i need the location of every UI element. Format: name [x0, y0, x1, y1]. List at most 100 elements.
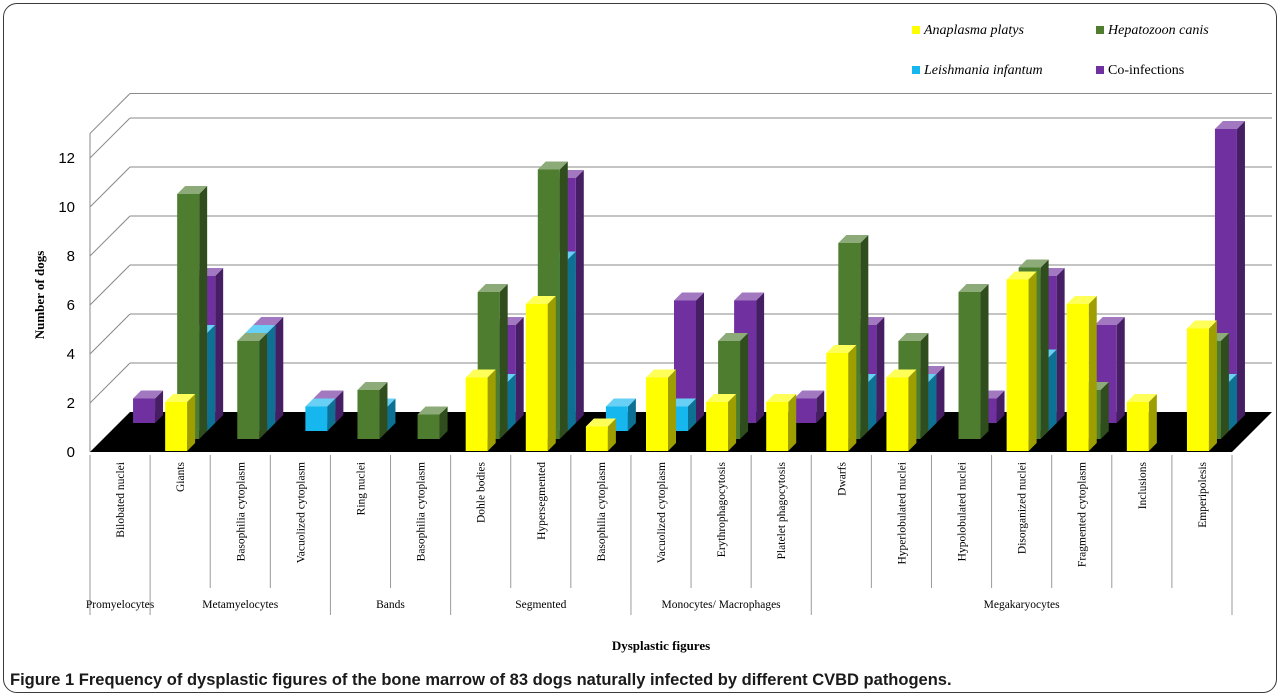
category-label: Vacuolized cytoplasm: [295, 462, 307, 563]
legend-label: Hepatozoon canis: [1107, 23, 1209, 38]
bar-side: [908, 369, 917, 451]
bar-front: [357, 390, 380, 439]
category-label: Erythrophagocytosis: [716, 461, 728, 557]
bar-side: [335, 390, 344, 423]
bar-side: [387, 398, 396, 431]
bar-top: [1066, 296, 1097, 304]
bar-top: [674, 292, 704, 301]
bar-top: [237, 333, 268, 341]
bar-anaplasma-platys-8: [585, 418, 616, 451]
category-label: Vacuolized cytoplasm: [656, 462, 668, 563]
bar-hepatozoon-canis-5: [417, 406, 448, 439]
bar-top: [165, 394, 196, 402]
bar-side: [740, 333, 749, 439]
category-label: Basophilia cytoplasm: [596, 462, 608, 561]
bar-top: [477, 284, 508, 292]
bar-top: [177, 186, 208, 194]
bar-hepatozoon-canis-4: [357, 382, 388, 439]
bar-side: [327, 398, 336, 431]
legend-swatch: [912, 26, 920, 34]
bar-side: [1220, 333, 1229, 439]
bar-anaplasma-platys-15: [1006, 271, 1037, 451]
bar-top: [525, 296, 556, 304]
category-label: Ring nuclei: [355, 462, 367, 515]
legend-item-anaplasma-platys: Anaplasma platys: [912, 23, 1024, 38]
category-label: Hyperlobulated nuclei: [896, 462, 908, 565]
group-label: Bands: [376, 599, 405, 611]
bar-anaplasma-platys-13: [886, 369, 917, 451]
bar-top: [585, 418, 616, 427]
bar-front: [465, 377, 488, 451]
bar-top: [537, 161, 568, 170]
bar-anaplasma-platys-16: [1066, 296, 1097, 451]
gridline-left-8: [89, 215, 131, 257]
bar-top: [1186, 320, 1217, 329]
bar-side: [215, 268, 224, 423]
bar-front: [165, 402, 188, 451]
y-tick-label: 4: [67, 346, 75, 363]
bar-side: [515, 317, 524, 423]
category-label: Dwarfs: [836, 461, 848, 495]
bar-top: [253, 317, 284, 325]
bar-side: [379, 382, 388, 439]
y-tick-label: 2: [67, 395, 75, 412]
bar-top: [357, 382, 388, 390]
bar-hepatozoon-canis-1: [177, 186, 208, 439]
bar-side: [575, 170, 584, 423]
bar-front: [886, 377, 909, 451]
category-label: Dohle bodies: [476, 461, 488, 523]
legend-swatch: [1096, 26, 1104, 34]
category-label: Emperipolesis: [1197, 461, 1209, 527]
bar-top: [1018, 259, 1049, 268]
bar-front: [794, 398, 817, 423]
category-label: Fragmented cytoplasm: [1077, 462, 1089, 567]
bar-side: [1048, 349, 1057, 431]
bar-top: [958, 284, 989, 292]
bar-side: [788, 394, 797, 451]
bar-front: [1066, 304, 1089, 451]
legend-label: Leishmania infantum: [923, 63, 1043, 78]
bar-co-infections-9: [674, 292, 704, 423]
bar-side: [187, 394, 196, 451]
bar-anaplasma-platys-11: [766, 394, 797, 451]
bar-front: [826, 353, 849, 451]
bar-anaplasma-platys-18: [1186, 320, 1217, 451]
bar-side: [928, 374, 937, 431]
bar-anaplasma-platys-6: [465, 369, 496, 451]
bar-top: [794, 390, 825, 399]
bar-side: [267, 325, 276, 431]
legend-item-co-infections: Co-infections: [1096, 63, 1184, 78]
y-tick-label: 8: [67, 248, 75, 265]
y-tick-label: 0: [67, 444, 75, 461]
bar-side: [547, 296, 556, 451]
bar-top: [886, 369, 917, 378]
bar-top: [706, 394, 737, 402]
bar-side: [1148, 394, 1157, 451]
gridline-left-10: [89, 166, 131, 208]
bar-side: [1236, 121, 1245, 423]
bar-side: [696, 292, 704, 423]
gridline-left-top: [89, 93, 131, 134]
category-label: Basophilia cytoplasm: [416, 462, 428, 561]
bar-top: [718, 333, 749, 341]
category-label: Hypolobulated nuclei: [957, 462, 969, 561]
y-axis-title: Number of dogs: [32, 251, 47, 340]
bar-side: [559, 161, 568, 439]
gridline-left-4: [89, 313, 131, 355]
bar-front: [305, 406, 328, 431]
bar-side: [207, 325, 216, 431]
group-label: Segmented: [515, 599, 566, 611]
bar-front: [766, 402, 789, 451]
category-label: Giants: [175, 461, 187, 492]
bar-side: [1100, 382, 1109, 439]
legend-item-hepatozoon-canis: Hepatozoon canis: [1096, 23, 1209, 38]
category-label: Disorganized nuclei: [1017, 462, 1029, 554]
legend-item-leishmania-infantum: Leishmania infantum: [912, 63, 1043, 78]
bar-side: [439, 406, 448, 439]
bar-side: [860, 235, 869, 439]
bar-front: [1186, 328, 1209, 451]
bar-top: [838, 235, 869, 243]
group-label: Monocytes/ Macrophages: [662, 599, 782, 611]
bar-anaplasma-platys-10: [706, 394, 737, 451]
legend-label: Co-infections: [1108, 63, 1184, 78]
